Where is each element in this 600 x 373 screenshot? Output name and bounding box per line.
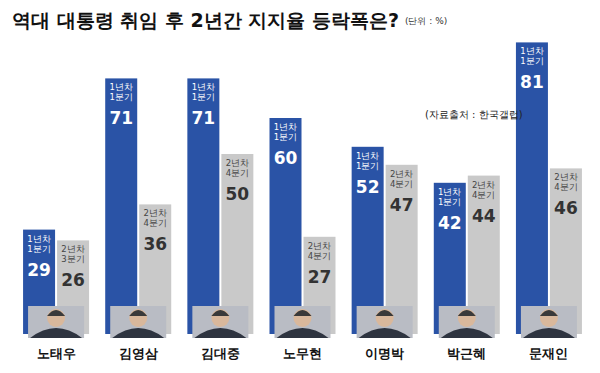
- data-label: 26: [61, 270, 85, 290]
- portrait: [275, 306, 331, 338]
- portrait-body: [359, 328, 411, 338]
- source: (자료출처 : 한국갤럽): [425, 109, 523, 120]
- portrait-face: [129, 309, 147, 327]
- bar: [270, 118, 302, 334]
- data-label: 52: [356, 177, 380, 197]
- data-label: 47: [390, 195, 414, 215]
- period-label: 1년차1분기: [274, 122, 297, 142]
- portrait-face: [47, 309, 65, 327]
- period-label: 2년차4분기: [226, 158, 249, 178]
- category-label: 김영삼: [119, 346, 158, 361]
- portrait-hair: [376, 310, 394, 316]
- portrait: [439, 306, 495, 338]
- data-label: 46: [554, 198, 578, 218]
- period-label: 2년차3분기: [61, 244, 84, 264]
- category-label: 문재인: [529, 346, 568, 361]
- portrait-face: [211, 309, 229, 327]
- period-label: 2년차4분기: [308, 241, 331, 261]
- portrait-face: [540, 309, 558, 327]
- period-label: 1년차1분기: [356, 151, 379, 171]
- portrait: [110, 306, 166, 338]
- period-label: 1년차1분기: [520, 46, 543, 66]
- category-label: 박근혜: [447, 346, 486, 361]
- portrait-face: [376, 309, 394, 327]
- portrait: [28, 306, 84, 338]
- data-label: 60: [274, 148, 298, 168]
- period-label: 2년차4분기: [144, 208, 167, 228]
- data-label: 71: [192, 108, 216, 128]
- category-label: 이명박: [365, 346, 404, 361]
- labels: 1년차1분기 29 1년차1분기 71 1년차1분기 71 1년차1분기 60 1년차1분기 52…: [27, 46, 578, 290]
- portraits: [28, 306, 577, 338]
- background: [0, 0, 600, 373]
- period-label: 1년차1분기: [110, 82, 133, 102]
- data-label: 29: [27, 260, 51, 280]
- bar: [352, 147, 384, 334]
- portrait-face: [294, 309, 312, 327]
- portrait: [192, 306, 248, 338]
- period-label: 1년차1분기: [27, 234, 50, 254]
- data-label: 71: [109, 108, 133, 128]
- portrait-hair: [540, 310, 558, 316]
- portrait-hair: [458, 310, 476, 316]
- data-label: 44: [472, 206, 496, 226]
- data-label: 27: [308, 267, 332, 287]
- portrait-body: [277, 328, 329, 338]
- portrait-hair: [47, 310, 65, 316]
- data-label: 81: [520, 72, 544, 92]
- period-label: 2년차4분기: [554, 172, 577, 192]
- bar: [187, 78, 219, 334]
- period-label: 1년차1분기: [438, 187, 461, 207]
- portrait-body: [112, 328, 164, 338]
- portrait-body: [194, 328, 246, 338]
- bars: [23, 42, 582, 334]
- portrait-body: [441, 328, 493, 338]
- chart-svg: 역대 대통령 취임 후 2년간 지지율 등락폭은? (단위 : %) 1년차1분기 2…: [0, 0, 600, 373]
- period-label: 2년차4분기: [390, 169, 413, 189]
- portrait-face: [458, 309, 476, 327]
- portrait-body: [523, 328, 575, 338]
- subtitle: (단위 : %): [405, 16, 447, 26]
- bar: [516, 42, 548, 334]
- portrait-body: [30, 328, 82, 338]
- portrait-hair: [294, 310, 312, 316]
- data-label: 42: [438, 213, 462, 233]
- category-label: 김대중: [201, 346, 240, 361]
- portrait: [357, 306, 413, 338]
- portrait-hair: [211, 310, 229, 316]
- portrait-hair: [129, 310, 147, 316]
- chart-container: 역대 대통령 취임 후 2년간 지지율 등락폭은? (단위 : %) 1년차1분기 2…: [0, 0, 600, 373]
- category-label: 노태우: [37, 346, 76, 361]
- period-label: 1년차1분기: [192, 82, 215, 102]
- data-label: 36: [143, 234, 167, 254]
- period-label: 2년차4분기: [472, 180, 495, 200]
- data-label: 50: [226, 184, 250, 204]
- bar: [105, 78, 137, 334]
- title: 역대 대통령 취임 후 2년간 지지율 등락폭은?: [12, 9, 399, 31]
- portrait: [521, 306, 577, 338]
- category-label: 노무현: [283, 346, 322, 361]
